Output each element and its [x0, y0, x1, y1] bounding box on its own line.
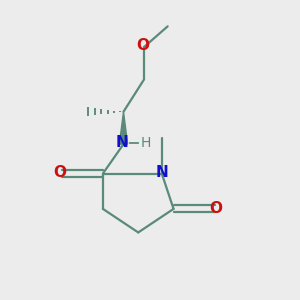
Text: O: O [210, 200, 223, 215]
Text: O: O [54, 165, 67, 180]
Text: O: O [136, 38, 149, 53]
Text: N: N [116, 135, 128, 150]
Text: H: H [140, 136, 151, 150]
Polygon shape [119, 112, 128, 144]
Text: N: N [155, 165, 168, 180]
